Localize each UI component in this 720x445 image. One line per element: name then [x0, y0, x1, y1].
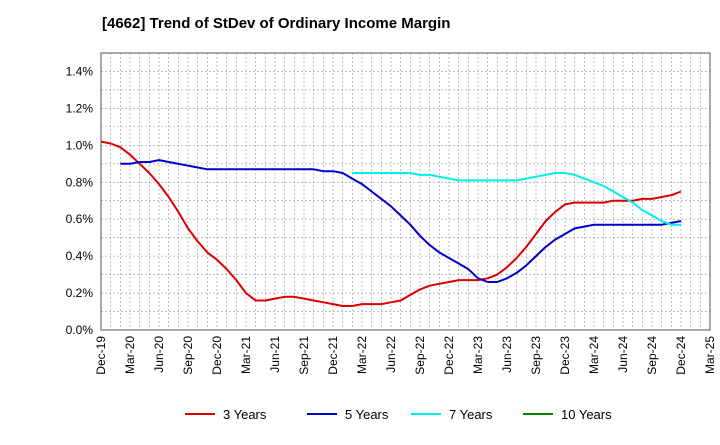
- y-tick-label: 0.2%: [66, 286, 94, 300]
- x-tick-label: Sep-20: [181, 336, 195, 375]
- x-tick-label: Mar-22: [355, 336, 369, 374]
- x-tick-label: Jun-20: [152, 336, 166, 373]
- legend-label: 5 Years: [345, 407, 389, 422]
- series-lines: [100, 140, 682, 307]
- x-tick-label: Mar-20: [123, 336, 137, 374]
- x-tick-label: Jun-23: [500, 336, 514, 373]
- series-line-7-years: [352, 172, 681, 226]
- x-tick-label: Dec-21: [326, 336, 340, 375]
- chart-title: [4662] Trend of StDev of Ordinary Income…: [102, 15, 450, 32]
- series-line-5-years: [120, 159, 682, 283]
- x-tick-label: Jun-22: [384, 336, 398, 373]
- x-tick-label: Mar-21: [239, 336, 253, 374]
- y-tick-label: 1.4%: [66, 64, 94, 78]
- plot-area-frame: [100, 52, 711, 331]
- x-tick-label: Mar-24: [587, 336, 601, 374]
- y-tick-label: 0.8%: [66, 175, 94, 189]
- x-tick-label: Mar-23: [471, 336, 485, 374]
- legend-label: 10 Years: [561, 407, 612, 422]
- x-tick-label: Dec-20: [210, 336, 224, 375]
- legend-label: 3 Years: [223, 407, 267, 422]
- x-tick-label: Mar-25: [703, 336, 717, 374]
- x-tick-label: Dec-22: [442, 336, 456, 375]
- x-tick-label: Sep-22: [413, 336, 427, 375]
- x-tick-label: Sep-23: [529, 336, 543, 375]
- x-tick-label: Jun-24: [616, 336, 630, 373]
- x-axis-ticks: Dec-19 Mar-20 Jun-20 Sep-20 Dec-20 Mar-21 Jun-…: [94, 336, 717, 375]
- y-tick-label: 0.6%: [66, 212, 94, 226]
- x-tick-label: Sep-21: [297, 336, 311, 375]
- grid: [101, 53, 710, 330]
- y-tick-label: 1.2%: [66, 101, 94, 115]
- y-axis-ticks: 0.0% 0.2% 0.4% 0.6% 0.8% 1.0% 1.2% 1.4%: [66, 64, 94, 337]
- y-tick-label: 0.4%: [66, 249, 94, 263]
- x-tick-label: Dec-19: [94, 336, 108, 375]
- x-tick-label: Dec-23: [558, 336, 572, 375]
- y-tick-label: 1.0%: [66, 138, 94, 152]
- series-line-3-years: [100, 140, 682, 307]
- legend-label: 7 Years: [449, 407, 493, 422]
- x-tick-label: Dec-24: [674, 336, 688, 375]
- y-tick-label: 0.0%: [66, 323, 94, 337]
- x-tick-label: Sep-24: [645, 336, 659, 375]
- x-tick-label: Jun-21: [268, 336, 282, 373]
- legend: 3 Years 5 Years 7 Years 10 Years: [185, 407, 612, 422]
